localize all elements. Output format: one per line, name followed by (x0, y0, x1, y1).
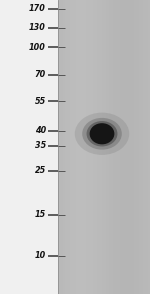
Text: 25: 25 (35, 166, 46, 175)
Bar (106, 0, 109, 294)
Text: 130: 130 (29, 24, 46, 32)
Bar (136, 0, 139, 294)
Bar (145, 0, 148, 294)
Bar (83, 0, 86, 294)
Bar (116, 0, 118, 294)
Bar (141, 0, 144, 294)
Bar (97, 0, 100, 294)
Bar (88, 0, 91, 294)
Ellipse shape (82, 118, 122, 150)
Ellipse shape (90, 123, 114, 144)
Text: 70: 70 (35, 71, 46, 79)
Text: 40: 40 (35, 126, 46, 135)
Text: 15: 15 (35, 210, 46, 219)
Bar (74, 0, 77, 294)
Bar (109, 0, 111, 294)
Bar (129, 0, 132, 294)
Ellipse shape (87, 121, 117, 146)
Bar (99, 0, 102, 294)
Bar (127, 0, 130, 294)
Bar (138, 0, 141, 294)
Bar (113, 0, 116, 294)
Text: 100: 100 (29, 43, 46, 51)
Bar (67, 0, 70, 294)
Bar (58, 0, 61, 294)
Bar (95, 0, 98, 294)
Ellipse shape (75, 113, 129, 155)
Bar (76, 0, 79, 294)
Bar (122, 0, 125, 294)
Bar (134, 0, 137, 294)
Bar (125, 0, 128, 294)
Bar (111, 0, 114, 294)
Bar (60, 0, 63, 294)
Bar (104, 0, 107, 294)
Bar (58, 0, 150, 294)
Text: 10: 10 (35, 251, 46, 260)
Bar (118, 0, 121, 294)
Bar (93, 0, 95, 294)
Bar (69, 0, 72, 294)
Text: 35: 35 (35, 141, 46, 150)
Bar (148, 0, 150, 294)
Bar (0, 0, 58, 294)
Text: 170: 170 (29, 4, 46, 13)
Bar (79, 0, 81, 294)
Bar (81, 0, 84, 294)
Bar (86, 0, 88, 294)
Text: 55: 55 (35, 97, 46, 106)
Bar (143, 0, 146, 294)
Bar (65, 0, 68, 294)
Bar (102, 0, 105, 294)
Bar (72, 0, 75, 294)
Bar (132, 0, 134, 294)
Bar (90, 0, 93, 294)
Bar (63, 0, 65, 294)
Bar (120, 0, 123, 294)
